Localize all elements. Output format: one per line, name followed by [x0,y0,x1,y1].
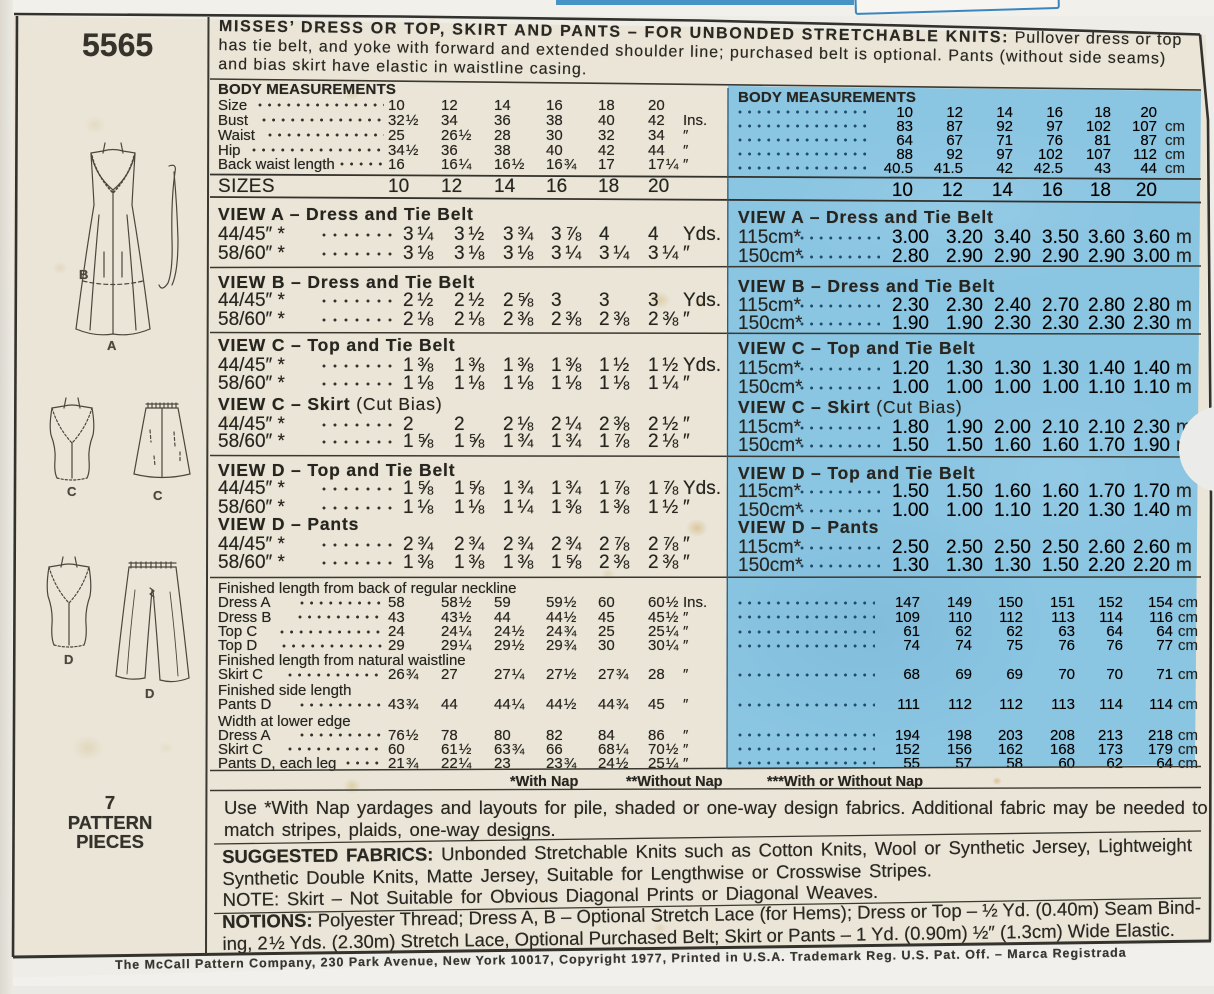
svg-text:B: B [79,267,88,282]
svg-text:D: D [145,686,154,701]
svg-text:C: C [67,484,77,499]
svg-text:A: A [107,338,117,353]
svg-text:C: C [153,488,163,503]
svg-text:D: D [64,652,73,667]
